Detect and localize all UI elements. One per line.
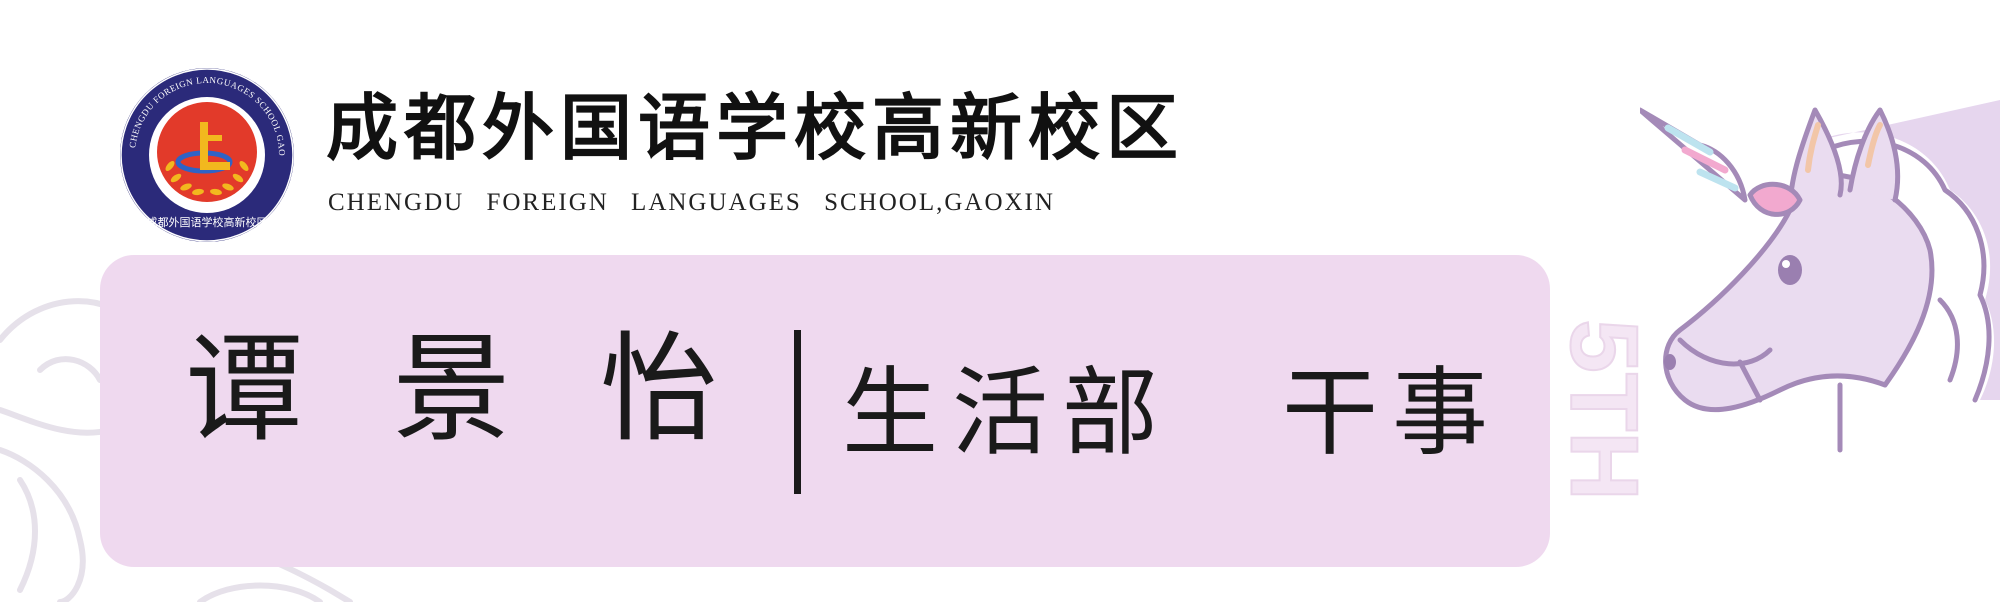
name-card-background [100, 255, 1550, 567]
fifth-anniversary-vertical-text: 5TH [1552, 318, 1642, 501]
school-logo-emblem: CHENGDU FOREIGN LANGUAGES SCHOOL GAOXIN … [118, 66, 294, 242]
name-divider-bar [794, 330, 801, 494]
department-name: 生活部 [842, 357, 1172, 469]
fifth-text: 5TH [1552, 319, 1642, 500]
unicorn-illustration [1640, 100, 2000, 453]
person-name: 谭 景 怡 [185, 320, 745, 458]
logo-seal-cn-text: 成都外国语学校高新校区 [147, 215, 268, 229]
school-name-chinese: 成都外国语学校高新校区 [326, 85, 1185, 170]
position-title: 干事 [1282, 357, 1502, 469]
school-name-english: CHENGDU FOREIGN LANGUAGES SCHOOL,GAOXIN [328, 189, 1055, 216]
